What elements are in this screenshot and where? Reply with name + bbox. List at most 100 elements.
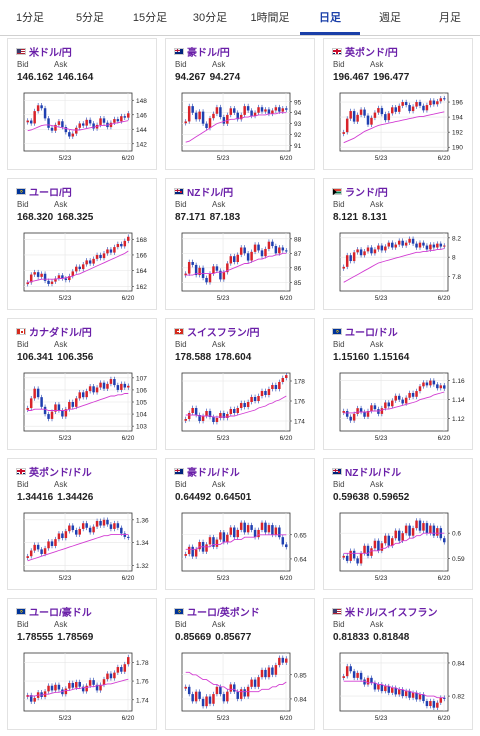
- candle-body: [198, 691, 201, 699]
- candle-body: [47, 414, 50, 419]
- tab-timeframe[interactable]: 1分足: [15, 12, 45, 24]
- currency-card[interactable]: ユーロ/豪ドル Bid Ask 1.78555 1.78569 1.78 1.76 1.74 5…: [7, 598, 157, 730]
- bid-ask-labels: Bid Ask: [333, 620, 407, 629]
- candle-body: [436, 384, 439, 389]
- currency-pair-link[interactable]: 豪ドル/円: [187, 47, 230, 59]
- card-header: 米ドル/スイスフラン: [332, 605, 438, 619]
- moving-average-line: [27, 534, 129, 562]
- candle-body: [113, 672, 116, 679]
- price-chart[interactable]: 1.16 1.14 1.12 5/23 6/20: [328, 369, 466, 447]
- candle-body: [120, 667, 123, 672]
- ask-price: 168.325: [57, 212, 94, 223]
- currency-pair-link[interactable]: スイスフラン/円: [187, 327, 260, 339]
- candle-body: [102, 679, 106, 685]
- candle-body: [208, 118, 212, 129]
- currency-card[interactable]: 豪ドル/円 Bid Ask 94.267 94.274 95 94 93 92 91 5/23 6/2…: [165, 38, 315, 170]
- currency-pair-link[interactable]: NZドル/ドル: [345, 467, 402, 479]
- candle-body: [274, 527, 278, 535]
- currency-pair-link[interactable]: ユーロ/円: [29, 187, 72, 199]
- price-chart[interactable]: 88 87 86 85 5/23 6/20: [170, 229, 308, 307]
- bid-label: Bid: [333, 480, 345, 489]
- price-chart[interactable]: 168 166 164 162 5/23 6/20: [12, 229, 150, 307]
- currency-pair-link[interactable]: 米ドル/スイスフラン: [345, 607, 438, 619]
- candle-body: [36, 544, 40, 550]
- bid-label: Bid: [175, 340, 187, 349]
- currency-pair-link[interactable]: 英ポンド/円: [345, 47, 398, 59]
- currency-card[interactable]: ユーロ/円 Bid Ask 168.320 168.325 168 166 164 162 5/2…: [7, 178, 157, 310]
- currency-card[interactable]: カナダドル/円 Bid Ask 106.341 106.356 107 106 105 104 1…: [7, 318, 157, 450]
- candle-body: [411, 392, 415, 397]
- currency-card[interactable]: ランド/円 Bid Ask 8.121 8.131 8.2 8 7.8 5/23 6/20: [323, 178, 473, 310]
- ch-flag-icon: [174, 327, 184, 335]
- price-chart[interactable]: 0.6 0.59 5/23 6/20: [328, 509, 466, 587]
- currency-pair-link[interactable]: 英ポンド/ドル: [29, 467, 92, 479]
- candle-body: [342, 676, 345, 678]
- price-chart[interactable]: 178 176 174 5/23 6/20: [170, 369, 308, 447]
- currency-card[interactable]: スイスフラン/円 Bid Ask 178.588 178.604 178 176 174 5/2…: [165, 318, 315, 450]
- currency-card[interactable]: NZドル/ドル Bid Ask 0.59638 0.59652 0.6 0.59 5/23 6/…: [323, 458, 473, 590]
- price-chart[interactable]: 0.84 0.82 5/23 6/20: [328, 649, 466, 727]
- candle-body: [88, 119, 92, 124]
- tab-timeframe[interactable]: 15分足: [132, 12, 168, 24]
- moving-average-line: [185, 534, 287, 550]
- candle-body: [246, 525, 250, 533]
- card-header: ユーロ/ドル: [332, 325, 398, 339]
- candle-body: [394, 687, 397, 695]
- candle-body: [418, 694, 422, 700]
- card-header: 豪ドル/円: [174, 45, 230, 59]
- candle-body: [92, 526, 95, 533]
- currency-card[interactable]: ユーロ/英ポンド Bid Ask 0.85669 0.85677 0.85 0.84 5/23…: [165, 598, 315, 730]
- price-chart[interactable]: 196 194 192 190 5/23 6/20: [328, 89, 466, 167]
- candle-body: [191, 694, 194, 702]
- currency-card[interactable]: 英ポンド/円 Bid Ask 196.467 196.477 196 194 192 190 5/…: [323, 38, 473, 170]
- candle-body: [33, 111, 36, 124]
- currency-card[interactable]: ユーロ/ドル Bid Ask 1.15160 1.15164 1.16 1.14 1.12 5/…: [323, 318, 473, 450]
- candle-body: [236, 691, 239, 699]
- currency-card[interactable]: 英ポンド/ドル Bid Ask 1.34416 1.34426 1.36 1.34 1.32 5…: [7, 458, 157, 590]
- tab-timeframe[interactable]: 30分足: [192, 12, 228, 24]
- candle-body: [99, 520, 102, 526]
- currency-pair-link[interactable]: 豪ドル/ドル: [187, 467, 240, 479]
- candle-body: [99, 382, 102, 388]
- tab-timeframe[interactable]: 5分足: [75, 12, 105, 24]
- candle-body: [236, 408, 239, 413]
- candle-body: [113, 523, 116, 529]
- currency-card[interactable]: 豪ドル/ドル Bid Ask 0.64492 0.64501 0.65 0.64 5/23 6/…: [165, 458, 315, 590]
- candle-body: [233, 256, 236, 262]
- currency-card[interactable]: NZドル/円 Bid Ask 87.171 87.183 88 87 86 85 5/23 6/20: [165, 178, 315, 310]
- price-chart[interactable]: 1.36 1.34 1.32 5/23 6/20: [12, 509, 150, 587]
- currency-pair-link[interactable]: ランド/円: [345, 187, 388, 199]
- price-chart[interactable]: 95 94 93 92 91 5/23 6/20: [170, 89, 308, 167]
- bid-price: 0.81833: [333, 632, 370, 643]
- tab-timeframe[interactable]: 日足: [300, 0, 360, 35]
- candle-body: [123, 383, 127, 388]
- card-header: ランド/円: [332, 185, 388, 199]
- tab-timeframe[interactable]: 月足: [439, 12, 461, 24]
- tab-timeframe[interactable]: 週足: [379, 12, 401, 24]
- price-chart[interactable]: 0.85 0.84 5/23 6/20: [170, 649, 308, 727]
- currency-pair-link[interactable]: カナダドル/円: [29, 327, 92, 339]
- candle-body: [397, 689, 401, 695]
- candle-body: [29, 398, 33, 409]
- currency-card[interactable]: 米ドル/スイスフラン Bid Ask 0.81833 0.81848 0.84 0.82 5/…: [323, 598, 473, 730]
- currency-card[interactable]: 米ドル/円 Bid Ask 146.162 146.164 148 146 144 142 5/2…: [7, 38, 157, 170]
- currency-pair-link[interactable]: ユーロ/豪ドル: [29, 607, 92, 619]
- currency-pair-link[interactable]: NZドル/円: [187, 187, 234, 199]
- candle-body: [47, 685, 50, 692]
- currency-pair-link[interactable]: ユーロ/英ポンド: [187, 607, 260, 619]
- currency-pair-link[interactable]: 米ドル/円: [29, 47, 72, 59]
- price-chart[interactable]: 107 106 105 104 103 5/23 6/20: [12, 369, 150, 447]
- currency-pair-link[interactable]: ユーロ/ドル: [345, 327, 398, 339]
- candle-body: [236, 112, 239, 120]
- candle-body: [439, 697, 443, 703]
- price-chart[interactable]: 1.78 1.76 1.74 5/23 6/20: [12, 649, 150, 727]
- candlestick-chart: 95 94 93 92 91 5/23 6/20: [181, 92, 302, 162]
- tab-timeframe[interactable]: 1時間足: [250, 12, 290, 24]
- price-chart[interactable]: 8.2 8 7.8 5/23 6/20: [328, 229, 466, 307]
- candle-body: [415, 243, 418, 248]
- candle-body: [271, 385, 274, 389]
- price-chart[interactable]: 148 146 144 142 5/23 6/20: [12, 89, 150, 167]
- price-chart[interactable]: 0.65 0.64 5/23 6/20: [170, 509, 308, 587]
- candlestick-chart: 0.84 0.82 5/23 6/20: [339, 652, 465, 722]
- candle-body: [187, 686, 191, 695]
